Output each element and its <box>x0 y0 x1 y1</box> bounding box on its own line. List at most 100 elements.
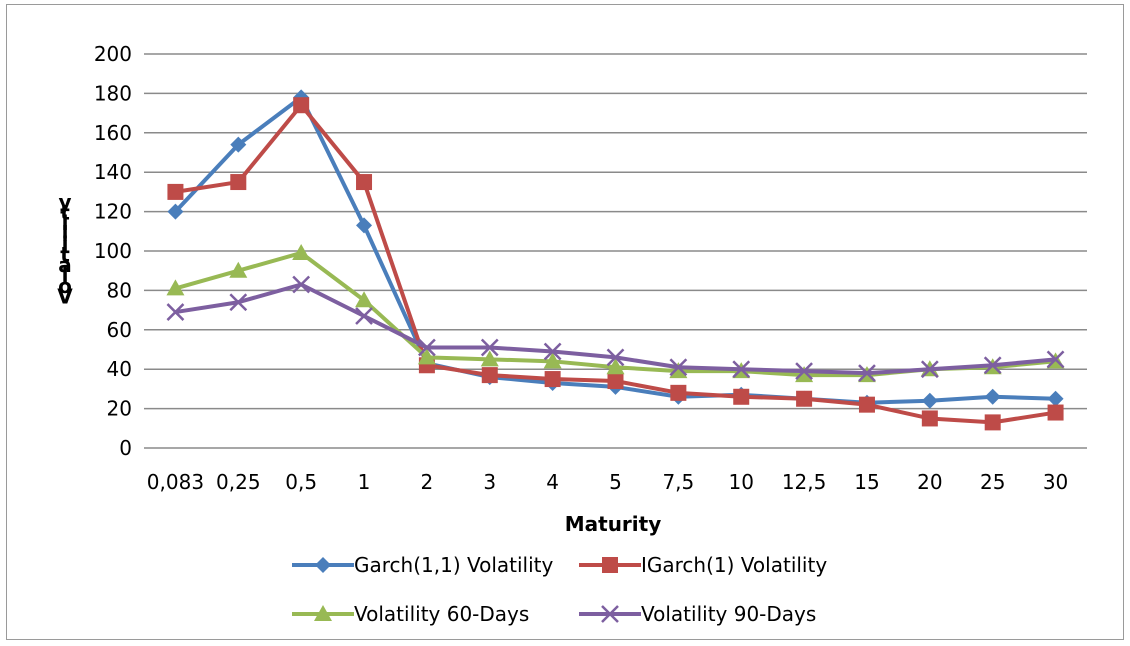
y-axis-title-letter: a <box>58 253 72 277</box>
data-point <box>733 388 750 405</box>
data-point <box>921 392 938 409</box>
chart-frame: 0 20 40 60 80 100 120 140 160 180 200 0,083 0,25 0,5… <box>6 4 1124 640</box>
y-axis-title-letter: i <box>62 232 69 256</box>
legend: Garch(1,1) Volatility IGarch(1) Volatilit… <box>292 553 827 626</box>
x-tick-label: 30 <box>1043 470 1068 494</box>
y-axis-title-letter: t <box>60 243 70 267</box>
data-point <box>984 388 1001 405</box>
series-3 <box>166 243 1065 383</box>
data-point <box>166 279 185 296</box>
y-axis-title-letter: l <box>62 264 69 288</box>
x-tick-label: 0,083 <box>147 470 204 494</box>
data-point <box>669 362 688 379</box>
legend-marker <box>602 557 618 573</box>
x-tick-label: 12,5 <box>782 470 827 494</box>
x-tick-label: 25 <box>980 470 1005 494</box>
data-point <box>1047 390 1064 407</box>
legend-item: Garch(1,1) Volatility <box>292 553 554 577</box>
data-point <box>167 203 184 220</box>
legend-label: IGarch(1) Volatility <box>641 553 827 577</box>
data-point <box>795 366 814 383</box>
x-tick-label: 0,25 <box>216 470 261 494</box>
data-point <box>983 356 1002 375</box>
x-tick-label: 5 <box>609 470 622 494</box>
y-tick-label: 20 <box>107 397 132 421</box>
data-point <box>418 338 436 357</box>
data-point <box>230 174 247 191</box>
data-point <box>796 390 813 407</box>
legend-item: IGarch(1) Volatility <box>579 553 827 577</box>
y-axis-title-letter: y <box>58 190 71 214</box>
legend-item: Volatility 90-Days <box>579 602 816 626</box>
data-point <box>481 367 498 384</box>
data-point <box>858 364 876 383</box>
y-tick-label: 0 <box>119 436 132 460</box>
data-point <box>732 360 751 379</box>
data-point <box>543 342 562 361</box>
x-tick-label: 10 <box>729 470 754 494</box>
legend-label: Volatility 90-Days <box>641 602 816 626</box>
data-point <box>795 362 813 381</box>
x-tick-label: 20 <box>917 470 942 494</box>
data-point <box>417 348 436 365</box>
x-tick-label: 4 <box>546 470 559 494</box>
data-point <box>1046 350 1065 369</box>
data-point <box>984 414 1001 431</box>
data-point <box>544 371 561 388</box>
y-tick-label: 80 <box>107 278 132 302</box>
data-point <box>355 291 374 308</box>
y-tick-label: 100 <box>94 239 132 263</box>
data-point <box>356 217 373 234</box>
legend-marker <box>601 605 619 623</box>
x-tick-label: 0,5 <box>285 470 317 494</box>
series-group <box>166 89 1065 431</box>
data-point <box>480 338 499 357</box>
data-point <box>167 183 184 200</box>
data-point <box>292 243 311 260</box>
data-point <box>355 307 373 325</box>
data-point <box>292 275 311 294</box>
y-tick-label: 200 <box>94 42 132 66</box>
data-point <box>607 373 624 390</box>
y-axis-title-letter: o <box>58 274 72 298</box>
y-tick-labels: 0 20 40 60 80 100 120 140 160 180 200 <box>94 42 132 460</box>
data-point <box>606 348 625 367</box>
data-point <box>920 360 939 379</box>
data-point <box>606 358 625 375</box>
data-point <box>921 410 938 427</box>
data-point <box>293 97 310 114</box>
data-point <box>230 136 247 153</box>
legend-label: Garch(1,1) Volatility <box>354 553 554 577</box>
y-axis-title-letter: l <box>62 222 69 246</box>
x-tick-label: 15 <box>854 470 879 494</box>
x-tick-label: 2 <box>421 470 434 494</box>
x-axis-title: Maturity <box>565 512 662 536</box>
legend-marker <box>314 605 332 621</box>
data-point <box>480 350 499 367</box>
data-point <box>669 358 688 377</box>
data-point <box>1047 404 1064 421</box>
y-tick-label: 160 <box>94 121 132 145</box>
data-point <box>166 303 185 321</box>
data-point <box>229 261 248 278</box>
data-point <box>229 293 248 312</box>
series-2 <box>167 97 1064 431</box>
y-axis-title-letter: V <box>57 285 73 309</box>
y-tick-label: 140 <box>94 160 132 184</box>
legend-marker <box>315 557 331 573</box>
y-axis-title-letter: t <box>60 201 70 225</box>
series-4 <box>166 275 1065 383</box>
data-point <box>356 174 373 191</box>
x-tick-labels: 0,083 0,25 0,5 1 2 3 4 5 7,5 10 12,5 15 20 25 30 <box>147 470 1068 494</box>
legend-item: Volatility 60-Days <box>292 602 529 626</box>
data-point <box>543 352 562 369</box>
y-tick-label: 60 <box>107 318 132 342</box>
y-tick-label: 180 <box>94 81 132 105</box>
y-axis-title-letter: i <box>62 211 69 235</box>
y-tick-label: 40 <box>107 357 132 381</box>
x-tick-label: 1 <box>358 470 371 494</box>
data-point <box>670 384 687 401</box>
legend-label: Volatility 60-Days <box>354 602 529 626</box>
